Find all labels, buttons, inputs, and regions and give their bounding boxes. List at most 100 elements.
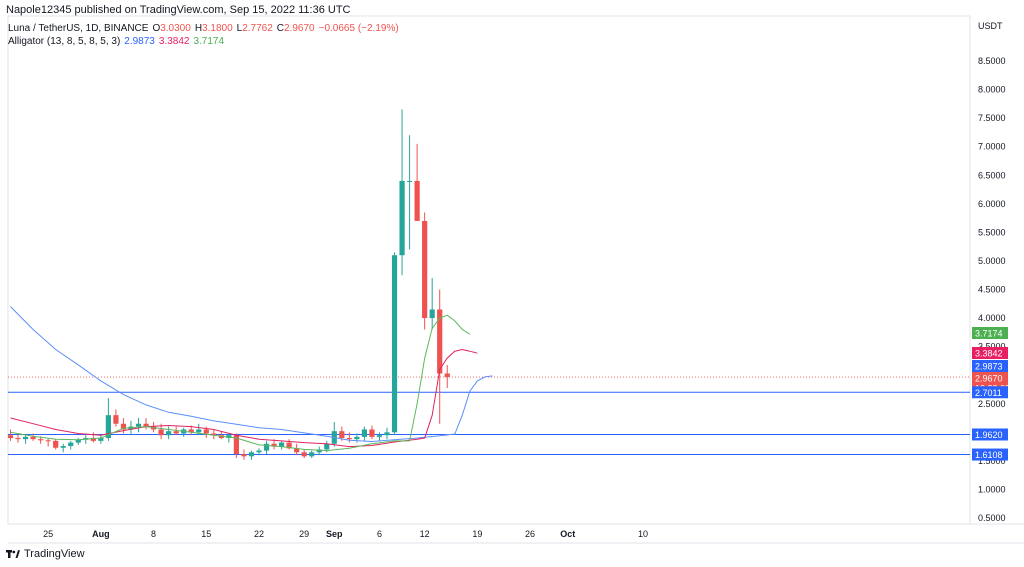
candle-up [60, 446, 66, 448]
candle-up [376, 435, 383, 437]
candle-down [301, 452, 307, 457]
candle-up [196, 429, 202, 433]
candle-up [98, 438, 104, 441]
low-value: L2.7762 [236, 23, 273, 34]
alligator-teeth-line [10, 348, 478, 448]
candle-down [120, 423, 127, 430]
candle-up [105, 415, 111, 439]
open-value: O3.0300 [152, 23, 191, 34]
x-tick-label: 10 [638, 529, 648, 539]
candle-up [384, 432, 390, 436]
x-tick-label: 25 [43, 529, 53, 539]
candle-down [211, 433, 217, 436]
candle-down [346, 438, 352, 440]
x-tick-label: 26 [525, 529, 535, 539]
x-tick-label: 29 [299, 529, 309, 539]
y-tick-label: 4.5000 [978, 285, 1006, 295]
indicator-label[interactable]: Alligator (13, 8, 5, 8, 5, 3) [8, 36, 121, 47]
candle-down [369, 429, 375, 437]
chart-legend: Luna / TetherUS, 1D, BINANCE O3.0300 H3.… [8, 22, 399, 48]
candle-up [399, 180, 405, 256]
price-tag-bg [972, 347, 1008, 359]
candle-up [361, 429, 368, 437]
candle-up [406, 180, 413, 182]
price-tag-bg [972, 327, 1008, 339]
candle-down [294, 448, 300, 453]
candle-down [30, 436, 36, 440]
jaw-value: 2.9873 [124, 36, 155, 47]
candle-down [188, 429, 194, 433]
x-tick-label: Sep [326, 529, 343, 539]
y-tick-label: 1.5000 [978, 456, 1006, 466]
candle-up [166, 431, 172, 436]
x-tick-label: 22 [254, 529, 264, 539]
candle-down [203, 429, 209, 434]
price-tag-bg [972, 448, 1008, 461]
tradingview-brand: TradingView [24, 548, 85, 560]
x-tick-label: Oct [560, 529, 575, 539]
alligator-lips-line [10, 314, 471, 452]
published-line: Napole12345 published on TradingView.com… [6, 4, 351, 16]
price-tag-label: 2.9670 [975, 374, 1003, 384]
ohlc-row: Luna / TetherUS, 1D, BINANCE O3.0300 H3.… [8, 22, 399, 35]
candle-down [437, 309, 443, 374]
y-tick-label: 5.0000 [978, 256, 1006, 266]
y-tick-label: 5.5000 [978, 227, 1006, 237]
candle-down [90, 438, 96, 441]
price-tag-bg [972, 428, 1008, 441]
x-tick-label: 8 [151, 529, 156, 539]
price-tag-label: 3.3842 [975, 349, 1003, 359]
candle-up [135, 423, 142, 427]
candle-down [286, 442, 292, 449]
y-tick-label: 8.0000 [978, 85, 1006, 95]
y-tick-label: 0.5000 [978, 513, 1006, 523]
candle-down [444, 373, 450, 378]
candle-down [38, 439, 44, 441]
symbol-label[interactable]: Luna / TetherUS, 1D, BINANCE [8, 23, 149, 34]
y-tick-label: 4.0000 [978, 313, 1006, 323]
candle-up [391, 255, 398, 433]
price-tag-bg [972, 360, 1008, 372]
y-tick-label: 3.5000 [978, 342, 1006, 352]
x-tick-label: 15 [201, 529, 211, 539]
candle-down [113, 415, 119, 424]
x-tick-label: 12 [420, 529, 430, 539]
tradingview-footer[interactable]: TradingView [6, 548, 85, 560]
x-tick-label: 6 [377, 529, 382, 539]
y-tick-label: 7.5000 [978, 113, 1006, 123]
candle-up [248, 452, 255, 457]
price-tag-bg [972, 386, 1008, 399]
candle-down [7, 435, 14, 439]
candle-down [143, 423, 149, 427]
high-value: H3.1800 [194, 23, 233, 34]
candle-down [15, 438, 21, 440]
indicator-row: Alligator (13, 8, 5, 8, 5, 3) 2.9873 3.3… [8, 35, 399, 48]
currency-label: USDT [978, 21, 1003, 31]
x-tick-label: 19 [472, 529, 482, 539]
candle-down [422, 220, 428, 319]
candle-up [309, 452, 315, 457]
candle-down [158, 429, 164, 436]
candle-up [263, 443, 270, 451]
candle-down [233, 435, 239, 455]
candle-up [75, 439, 81, 443]
candle-up [278, 442, 285, 447]
x-tick-label: Aug [92, 529, 110, 539]
candle-up [324, 443, 330, 450]
price-tag-label: 3.7174 [975, 329, 1003, 339]
y-tick-label: 8.5000 [978, 56, 1006, 66]
candle-up [354, 436, 360, 440]
y-tick-label: 6.5000 [978, 170, 1006, 180]
candle-up [68, 442, 74, 447]
price-tag-label: 1.9620 [975, 430, 1003, 440]
change-value: −0.0665 (−2.19%) [318, 23, 399, 34]
y-tick-label: 6.0000 [978, 199, 1006, 209]
close-value: C2.9670 [276, 23, 315, 34]
candle-up [256, 450, 262, 453]
y-tick-label: 1.0000 [978, 484, 1006, 494]
candle-down [414, 180, 420, 221]
candle-down [339, 431, 345, 439]
teeth-value: 3.3842 [158, 36, 190, 47]
candle-down [53, 440, 59, 448]
